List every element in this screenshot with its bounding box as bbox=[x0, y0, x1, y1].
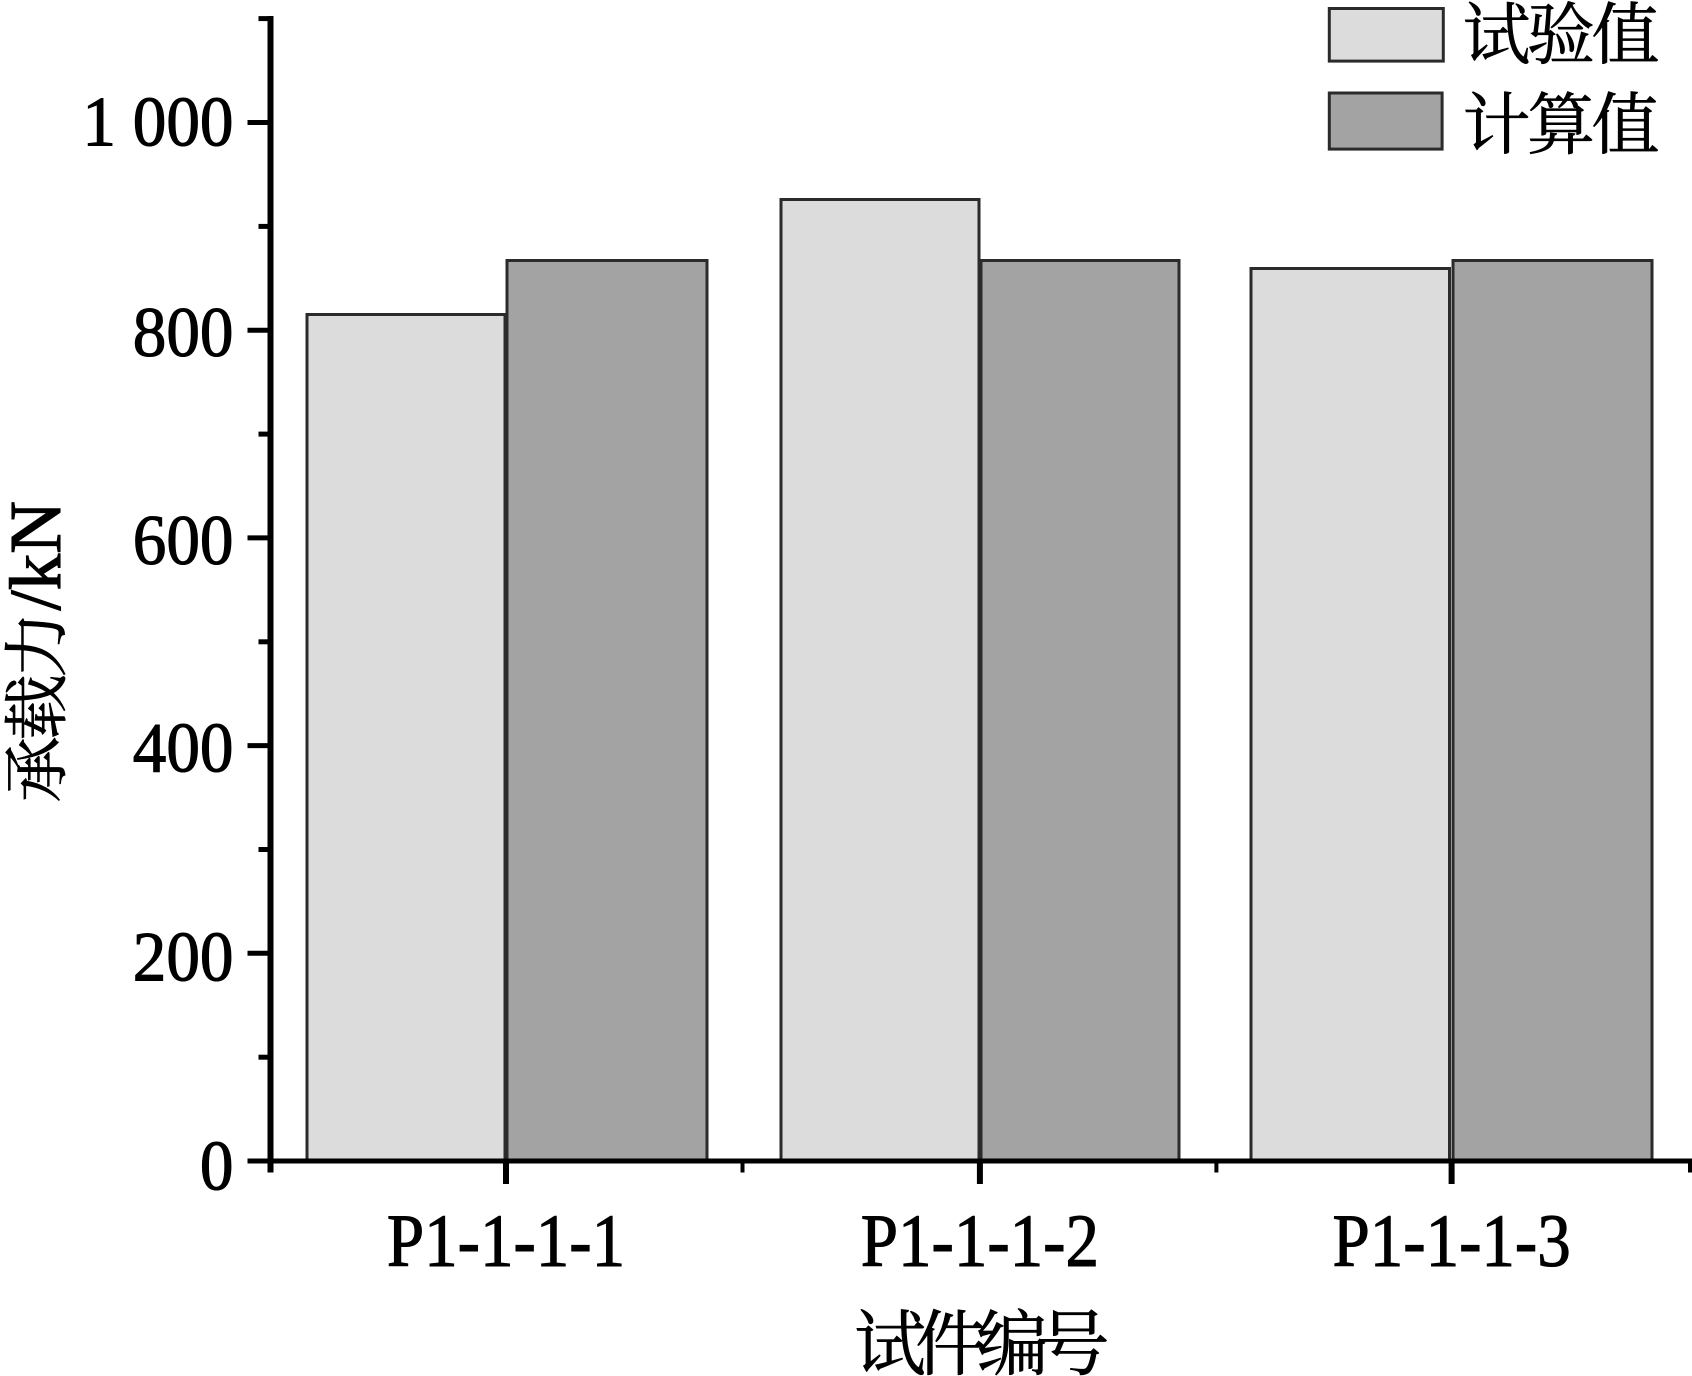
svg-text:600: 600 bbox=[133, 500, 234, 579]
svg-text:1 000: 1 000 bbox=[82, 81, 233, 160]
svg-text:P1-1-1-3: P1-1-1-3 bbox=[1332, 1199, 1570, 1282]
svg-text:400: 400 bbox=[133, 708, 234, 787]
svg-text:P1-1-1-1: P1-1-1-1 bbox=[387, 1199, 625, 1282]
svg-text:P1-1-1-2: P1-1-1-2 bbox=[861, 1199, 1099, 1282]
svg-text:200: 200 bbox=[133, 917, 234, 996]
svg-text:800: 800 bbox=[133, 292, 234, 371]
svg-text:0: 0 bbox=[200, 1126, 234, 1205]
svg-text:/kN: /kN bbox=[0, 501, 76, 611]
